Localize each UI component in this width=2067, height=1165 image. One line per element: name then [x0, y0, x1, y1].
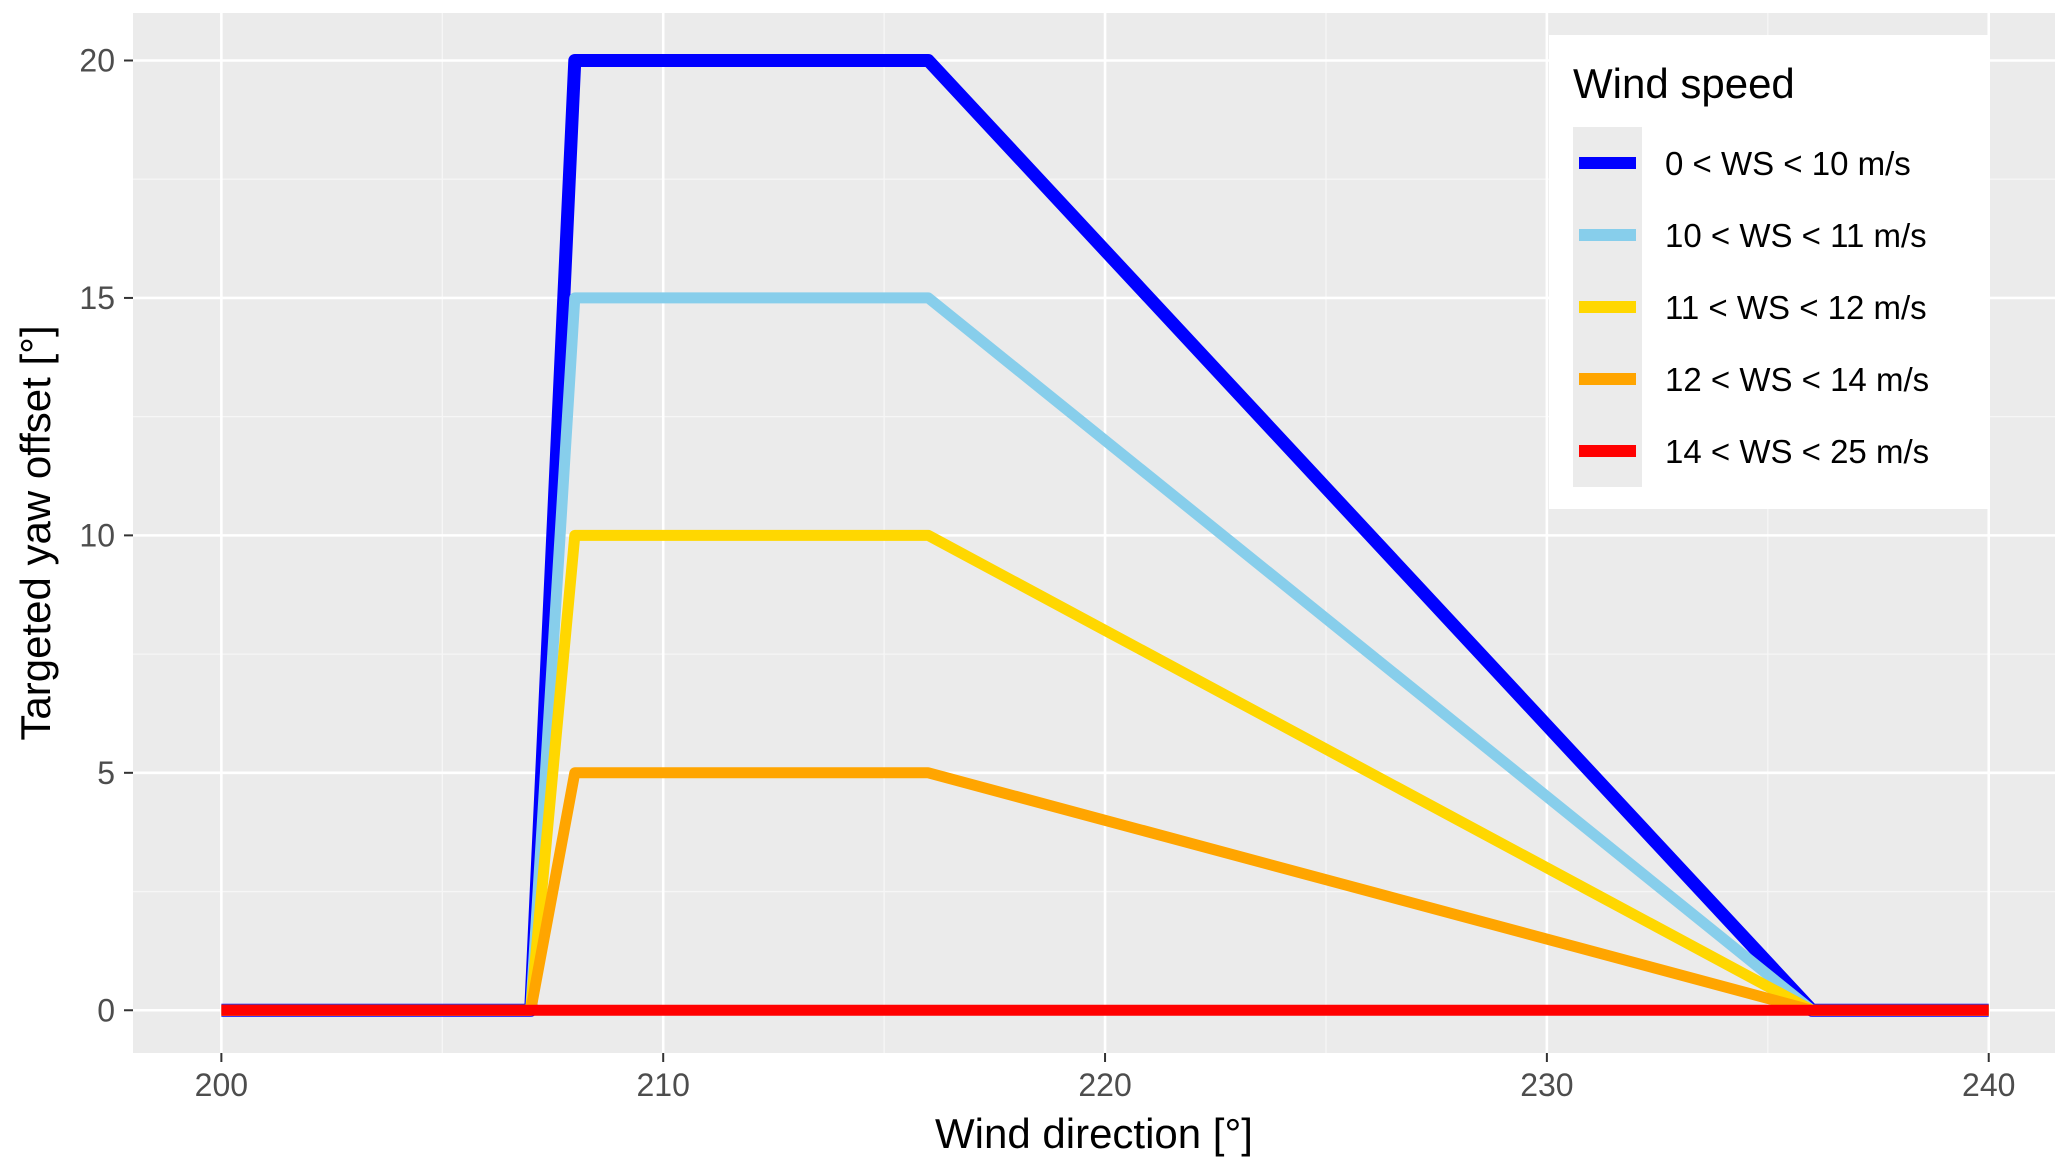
legend: Wind speed 0 < WS < 10 m/s 10 < WS < 11 m… — [1549, 35, 1990, 509]
x-tick-label: 220 — [1078, 1067, 1131, 1103]
legend-items: 0 < WS < 10 m/s 10 < WS < 11 m/s 11 < WS <… — [1573, 127, 1929, 487]
x-tick-label: 200 — [195, 1067, 248, 1103]
x-axis: 200 210 220 230 240 — [195, 1053, 2015, 1103]
legend-label: 10 < WS < 11 m/s — [1665, 217, 1927, 254]
x-tick-label: 240 — [1962, 1067, 2015, 1103]
y-tick-label: 5 — [97, 755, 115, 791]
y-tick-label: 20 — [79, 42, 115, 78]
y-axis-title: Targeted yaw offset [°] — [12, 325, 59, 740]
legend-label: 12 < WS < 14 m/s — [1665, 361, 1929, 398]
legend-title: Wind speed — [1573, 60, 1795, 107]
x-tick-label: 210 — [637, 1067, 690, 1103]
y-tick-label: 0 — [97, 992, 115, 1028]
legend-label: 11 < WS < 12 m/s — [1665, 289, 1927, 326]
legend-label: 0 < WS < 10 m/s — [1665, 145, 1911, 182]
series-lines — [221, 54, 1989, 1017]
y-axis: 0 5 10 15 20 — [79, 42, 133, 1028]
x-tick-label: 230 — [1520, 1067, 1573, 1103]
x-axis-title: Wind direction [°] — [935, 1110, 1253, 1157]
y-tick-label: 10 — [79, 517, 115, 553]
y-tick-label: 15 — [79, 280, 115, 316]
legend-label: 14 < WS < 25 m/s — [1665, 433, 1929, 470]
